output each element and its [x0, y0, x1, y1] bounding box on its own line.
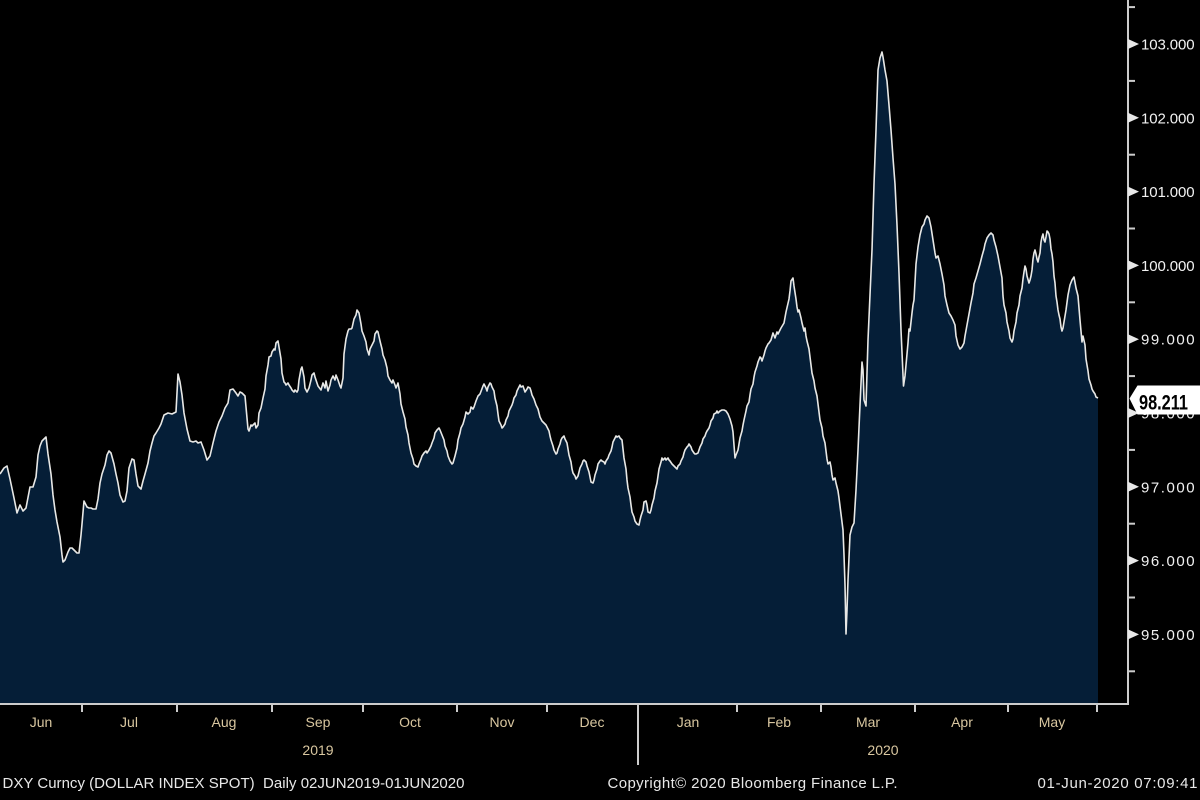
svg-text:Nov: Nov: [490, 714, 515, 730]
svg-text:Jul: Jul: [120, 714, 138, 730]
svg-text:101.000: 101.000: [1141, 184, 1195, 201]
svg-text:May: May: [1039, 714, 1065, 730]
svg-text:Mar: Mar: [856, 714, 880, 730]
svg-text:Sep: Sep: [306, 714, 331, 730]
svg-text:Oct: Oct: [399, 714, 421, 730]
svg-text:2020: 2020: [867, 742, 898, 758]
svg-text:01-Jun-2020 07:09:41: 01-Jun-2020 07:09:41: [1038, 775, 1198, 792]
svg-text:98.211: 98.211: [1139, 392, 1188, 415]
svg-text:Jan: Jan: [677, 714, 700, 730]
svg-text:Feb: Feb: [767, 714, 791, 730]
svg-text:Jun: Jun: [30, 714, 53, 730]
svg-text:Dec: Dec: [580, 714, 605, 730]
svg-text:102.000: 102.000: [1141, 110, 1195, 127]
svg-text:95.000: 95.000: [1141, 627, 1195, 644]
svg-text:97.000: 97.000: [1141, 479, 1195, 496]
svg-text:103.000: 103.000: [1141, 37, 1195, 54]
svg-text:99.000: 99.000: [1141, 332, 1195, 349]
svg-text:DXY Curncy (DOLLAR INDEX SPOT): DXY Curncy (DOLLAR INDEX SPOT) Daily 02J…: [3, 775, 465, 792]
svg-text:2019: 2019: [302, 742, 333, 758]
svg-text:Aug: Aug: [212, 714, 237, 730]
svg-text:100.000: 100.000: [1141, 258, 1195, 275]
svg-text:Copyright© 2020 Bloomberg Fina: Copyright© 2020 Bloomberg Finance L.P.: [608, 775, 898, 792]
svg-text:96.000: 96.000: [1141, 553, 1195, 570]
svg-text:Apr: Apr: [951, 714, 973, 730]
